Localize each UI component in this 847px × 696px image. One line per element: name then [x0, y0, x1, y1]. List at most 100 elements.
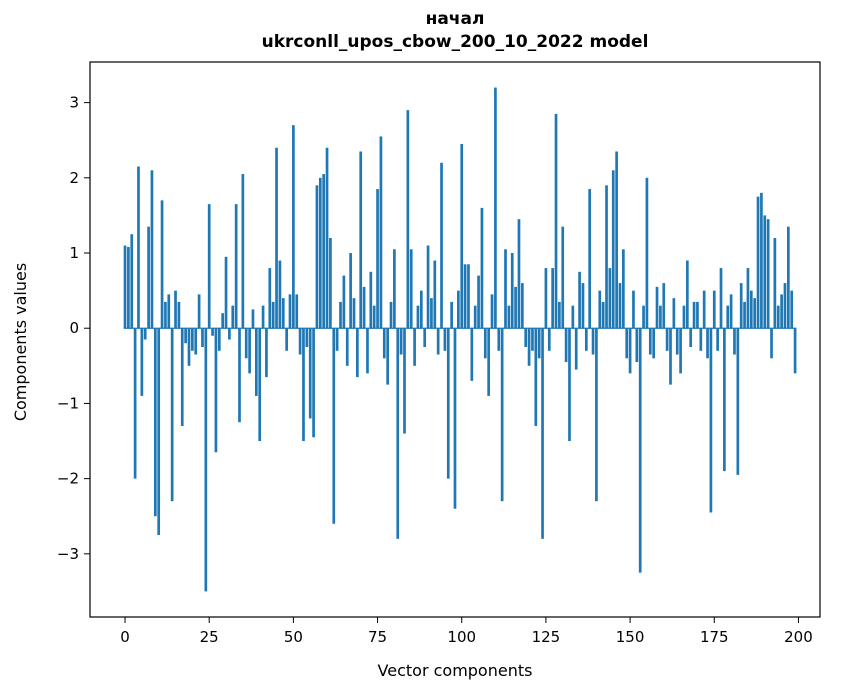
bar [507, 305, 511, 329]
bar [618, 283, 622, 329]
bar [453, 328, 457, 509]
x-tick-label: 75 [368, 628, 387, 646]
bar [547, 328, 551, 351]
bar [716, 328, 719, 351]
y-tick-label: −3 [57, 545, 79, 563]
bar [514, 286, 517, 329]
bar [544, 268, 548, 329]
bar [419, 290, 423, 329]
bar [393, 249, 396, 329]
bar [588, 189, 592, 329]
bar [655, 286, 659, 329]
bar [591, 328, 595, 355]
bar [349, 253, 352, 329]
bar [726, 305, 730, 329]
bar [170, 328, 174, 502]
bar [712, 290, 716, 329]
bar [140, 328, 144, 396]
bar [460, 143, 464, 329]
bar [265, 328, 268, 378]
bar [749, 290, 753, 329]
bar [595, 328, 598, 502]
bar [382, 328, 386, 359]
bar [500, 328, 504, 502]
bar [685, 260, 689, 329]
bar [201, 328, 204, 348]
bar [598, 290, 602, 329]
bar [164, 301, 167, 329]
bar [783, 283, 787, 329]
bar [446, 328, 450, 479]
bar [554, 113, 558, 329]
bar [369, 271, 373, 329]
bar [443, 328, 447, 351]
bar [406, 110, 410, 329]
bar [211, 328, 214, 336]
bar [386, 328, 389, 385]
bar [584, 328, 588, 351]
bar [561, 226, 565, 329]
bar [487, 328, 491, 396]
bar [285, 328, 288, 351]
bar [177, 301, 181, 329]
bar [335, 328, 339, 351]
bar [409, 249, 413, 329]
bar [153, 328, 157, 517]
y-tick-label: −1 [57, 394, 79, 412]
bar [692, 301, 696, 329]
bar [329, 237, 332, 329]
bar [217, 328, 221, 351]
bar [467, 264, 470, 329]
bar [123, 245, 127, 329]
bar [780, 294, 783, 329]
bar [531, 328, 534, 351]
bar [191, 328, 194, 351]
x-tick-label: 25 [200, 628, 219, 646]
bar [564, 328, 568, 363]
bar [268, 268, 272, 329]
bar [389, 301, 393, 329]
bar [248, 328, 251, 374]
bar [571, 305, 575, 329]
bar [696, 301, 699, 329]
bar [551, 268, 554, 329]
bar [234, 204, 238, 329]
bar [332, 328, 336, 524]
bar [494, 87, 497, 329]
bar [278, 260, 282, 329]
y-tick-label: 2 [69, 169, 79, 187]
bar [352, 298, 356, 329]
bar [483, 328, 487, 359]
bar [541, 328, 544, 539]
bar [787, 226, 790, 329]
chart-title-line2: ukrconll_upos_cbow_200_10_2022 model [262, 32, 649, 52]
bar [534, 328, 538, 426]
bar [174, 290, 177, 329]
bar [672, 298, 676, 329]
bar [739, 283, 743, 329]
bar [127, 247, 130, 329]
bar [288, 294, 292, 329]
bar [167, 294, 171, 329]
bar [611, 170, 615, 329]
bar [359, 151, 363, 329]
bar [480, 207, 484, 329]
bar [204, 328, 208, 592]
bar [450, 301, 453, 329]
bar [224, 256, 228, 329]
bar [645, 177, 649, 329]
bar [157, 328, 161, 536]
x-tick-label: 175 [700, 628, 729, 646]
bar [490, 294, 494, 329]
bar [736, 328, 740, 475]
bar [325, 147, 329, 329]
bar [396, 328, 400, 539]
bar [760, 192, 763, 329]
bar [581, 283, 585, 329]
bar [342, 275, 346, 329]
bar [628, 328, 632, 374]
bar [356, 328, 359, 378]
bar [318, 177, 322, 329]
bar [729, 294, 733, 329]
